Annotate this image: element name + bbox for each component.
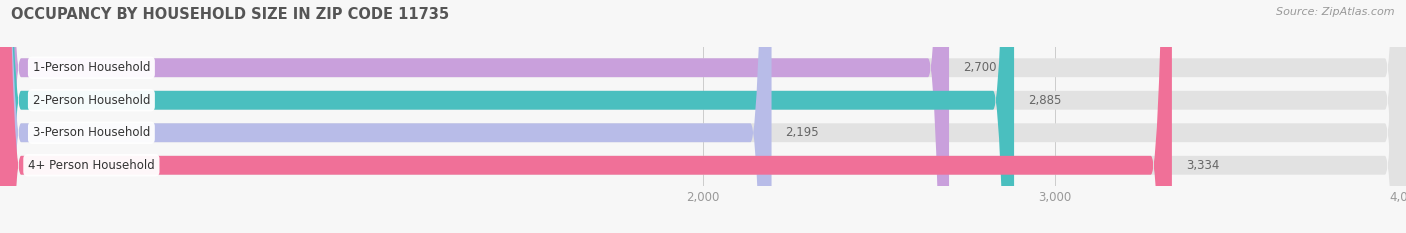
- Text: Source: ZipAtlas.com: Source: ZipAtlas.com: [1277, 7, 1395, 17]
- FancyBboxPatch shape: [0, 0, 772, 233]
- Text: OCCUPANCY BY HOUSEHOLD SIZE IN ZIP CODE 11735: OCCUPANCY BY HOUSEHOLD SIZE IN ZIP CODE …: [11, 7, 450, 22]
- FancyBboxPatch shape: [0, 0, 1173, 233]
- Text: 2,195: 2,195: [786, 126, 820, 139]
- Text: 4+ Person Household: 4+ Person Household: [28, 159, 155, 172]
- Text: 2,885: 2,885: [1028, 94, 1062, 107]
- Text: 3,334: 3,334: [1187, 159, 1219, 172]
- Text: 2-Person Household: 2-Person Household: [32, 94, 150, 107]
- Text: 2,700: 2,700: [963, 61, 997, 74]
- Text: 3-Person Household: 3-Person Household: [32, 126, 150, 139]
- FancyBboxPatch shape: [0, 0, 949, 233]
- FancyBboxPatch shape: [0, 0, 1014, 233]
- Text: 1-Person Household: 1-Person Household: [32, 61, 150, 74]
